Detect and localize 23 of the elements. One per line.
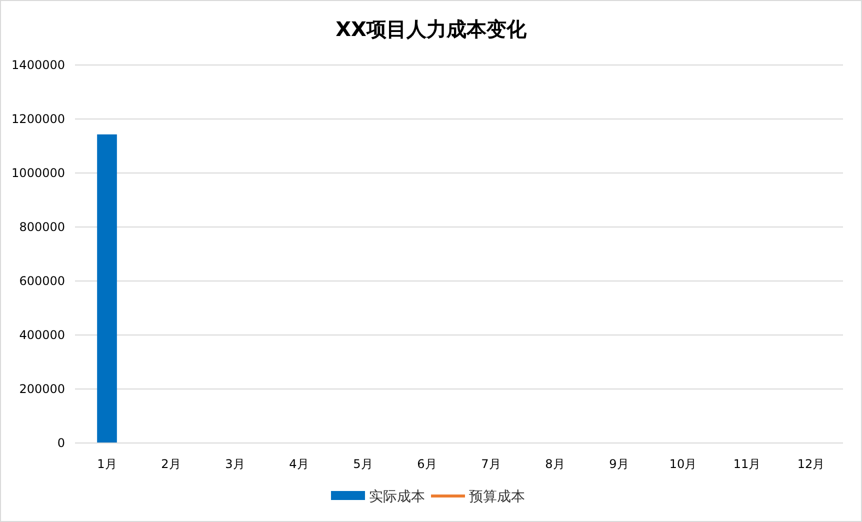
y-tick-label: 400000	[19, 328, 65, 342]
y-tick-label: 600000	[19, 274, 65, 288]
x-tick-label: 10月	[669, 457, 697, 471]
y-tick-label: 1200000	[12, 112, 65, 126]
x-tick-label: 2月	[161, 457, 181, 471]
y-tick-label: 800000	[19, 220, 65, 234]
y-tick-label: 1000000	[12, 166, 65, 180]
x-tick-label: 12月	[797, 457, 825, 471]
x-tick-label: 8月	[545, 457, 565, 471]
x-tick-label: 6月	[417, 457, 437, 471]
y-tick-label: 0	[57, 436, 65, 450]
x-tick-label: 11月	[733, 457, 761, 471]
legend-label: 预算成本	[469, 488, 525, 505]
x-tick-label: 3月	[225, 457, 245, 471]
y-tick-label: 200000	[19, 382, 65, 396]
y-tick-label: 1400000	[12, 58, 65, 72]
legend-label: 实际成本	[369, 488, 425, 505]
x-tick-label: 5月	[353, 457, 373, 471]
x-tick-label: 4月	[289, 457, 309, 471]
x-tick-label: 7月	[481, 457, 501, 471]
x-tick-label: 1月	[97, 457, 117, 471]
x-tick-label: 9月	[609, 457, 629, 471]
chart-title: XX项目人力成本变化	[336, 17, 528, 41]
